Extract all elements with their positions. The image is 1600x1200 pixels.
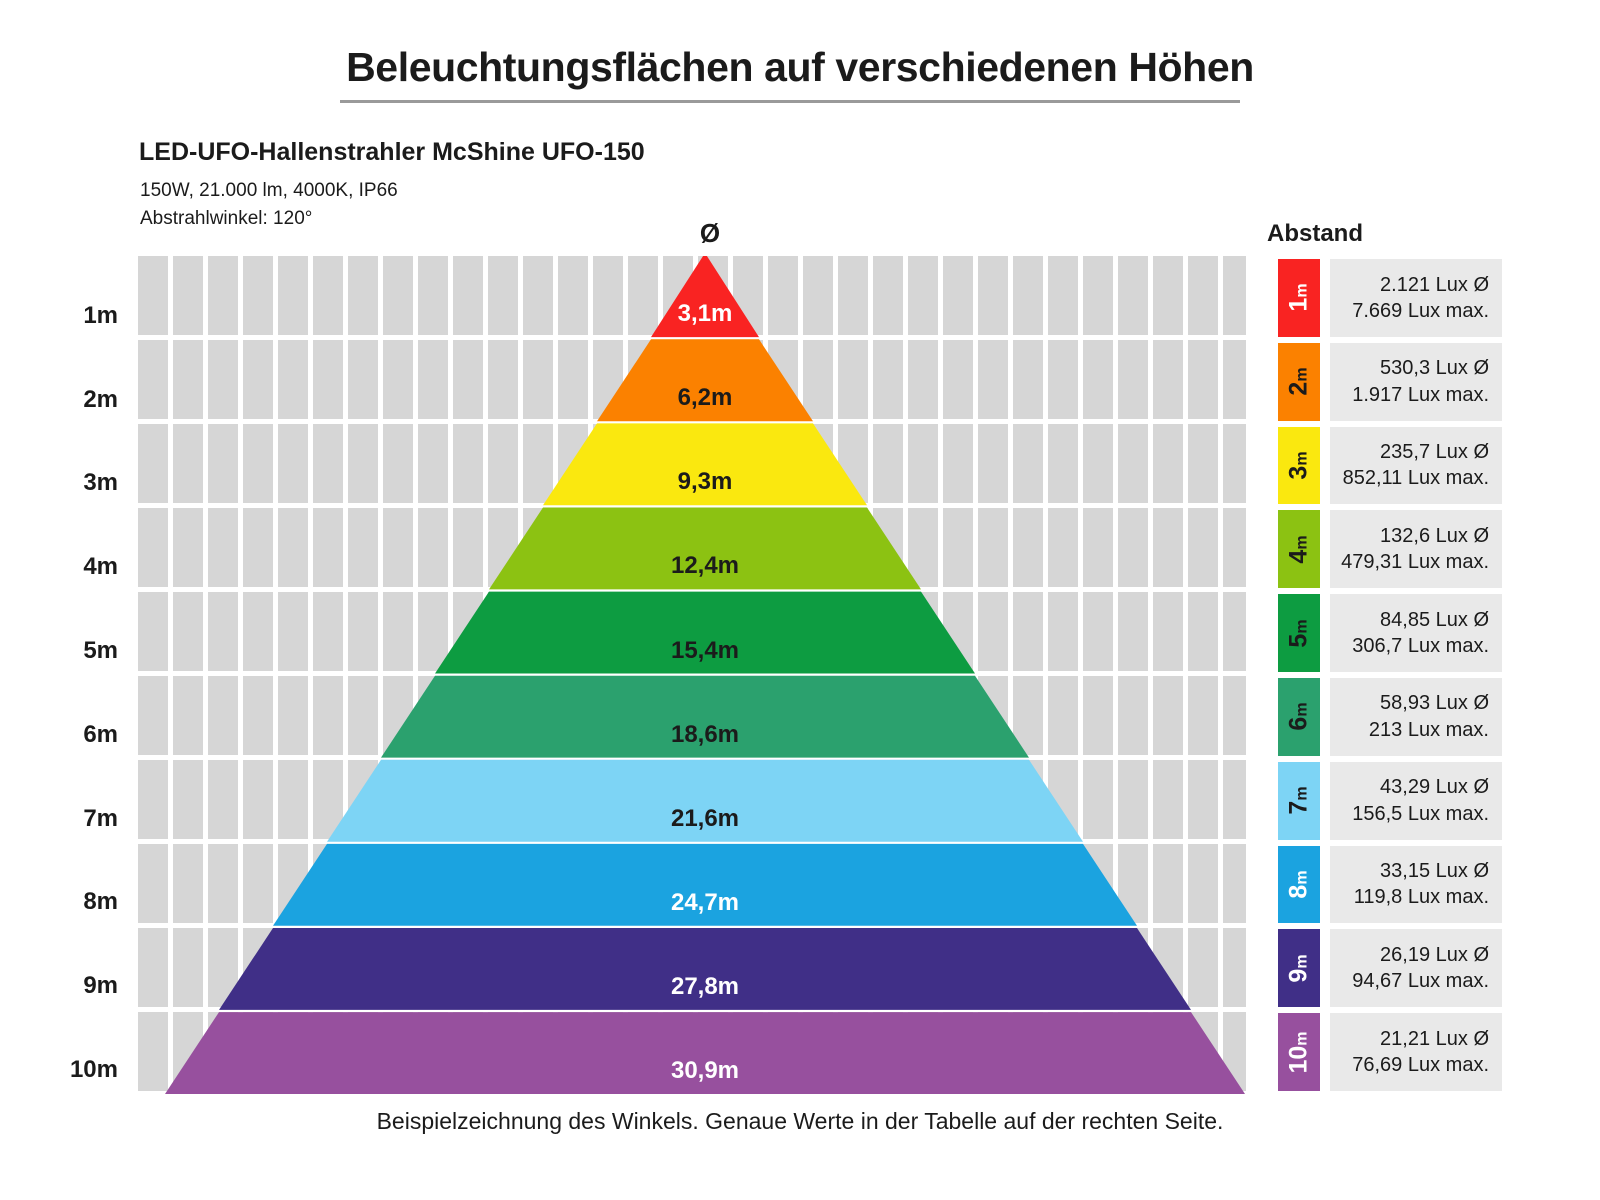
lux-values-cell: 235,7 Lux Ø 852,11 Lux max. xyxy=(1330,426,1502,505)
cone-band-9m xyxy=(219,928,1191,1010)
distance-swatch-label: 5m xyxy=(1284,619,1313,648)
column-header-diameter: Ø xyxy=(699,218,721,248)
distance-swatch-5m: 5m xyxy=(1278,594,1320,672)
lux-values-cell: 58,93 Lux Ø 213 Lux max. xyxy=(1330,677,1502,756)
lux-values-cell: 33,15 Lux Ø 119,8 Lux max. xyxy=(1330,845,1502,924)
table-row: 10m 21,21 Lux Ø 76,69 Lux max. xyxy=(1278,1010,1502,1094)
distance-swatch-label: 1m xyxy=(1284,283,1313,312)
lux-max-value: 306,7 Lux max. xyxy=(1352,635,1489,658)
lux-max-value: 156,5 Lux max. xyxy=(1352,802,1489,825)
lux-average-value: 132,6 Lux Ø xyxy=(1380,524,1489,547)
lux-values-cell: 2.121 Lux Ø 7.669 Lux max. xyxy=(1330,259,1502,337)
lux-average-value: 33,15 Lux Ø xyxy=(1380,860,1489,883)
lux-average-value: 43,29 Lux Ø xyxy=(1380,776,1489,799)
lux-max-value: 94,67 Lux max. xyxy=(1352,970,1489,993)
product-spec-beam-angle: Abstrahlwinkel: 120° xyxy=(140,208,313,229)
lux-max-value: 213 Lux max. xyxy=(1368,718,1489,741)
distance-swatch-10m: 10m xyxy=(1278,1013,1320,1091)
column-header-distance: Abstand xyxy=(1267,220,1363,247)
product-name: LED-UFO-Hallenstrahler McShine UFO-150 xyxy=(139,138,645,166)
distance-swatch-6m: 6m xyxy=(1278,677,1320,756)
title-underline xyxy=(340,100,1240,103)
distance-swatch-4m: 4m xyxy=(1278,510,1320,589)
axis-label-7m: 7m xyxy=(83,804,118,832)
axis-label-9m: 9m xyxy=(83,972,118,1000)
table-row: 9m 26,19 Lux Ø 94,67 Lux max. xyxy=(1278,926,1502,1010)
axis-label-2m: 2m xyxy=(83,385,118,413)
distance-swatch-1m: 1m xyxy=(1278,259,1320,337)
table-row: 4m 132,6 Lux Ø 479,31 Lux max. xyxy=(1278,507,1502,591)
lux-max-value: 119,8 Lux max. xyxy=(1353,886,1489,909)
table-row: 1m 2.121 Lux Ø 7.669 Lux max. xyxy=(1278,256,1502,340)
lux-average-value: 2.121 Lux Ø xyxy=(1380,273,1489,296)
lux-max-value: 1.917 Lux max. xyxy=(1352,383,1489,406)
cone-band-5m xyxy=(435,591,975,674)
footer-note: Beispielzeichnung des Winkels. Genaue We… xyxy=(376,1108,1224,1134)
axis-label-10m: 10m xyxy=(69,1056,118,1083)
lux-average-value: 26,19 Lux Ø xyxy=(1380,943,1489,966)
lux-values-cell: 84,85 Lux Ø 306,7 Lux max. xyxy=(1330,594,1502,672)
distance-swatch-9m: 9m xyxy=(1278,929,1320,1008)
cone-band-10m xyxy=(165,1012,1245,1094)
table-row: 2m 530,3 Lux Ø 1.917 Lux max. xyxy=(1278,340,1502,424)
distance-swatch-label: 6m xyxy=(1284,702,1313,731)
table-row: 3m 235,7 Lux Ø 852,11 Lux max. xyxy=(1278,424,1502,508)
lux-values-cell: 21,21 Lux Ø 76,69 Lux max. xyxy=(1330,1013,1502,1091)
distance-lux-table: 1m 2.121 Lux Ø 7.669 Lux max. 2m 530,3 Lux Ø… xyxy=(1278,256,1502,1094)
cone-band-6m xyxy=(381,675,1029,758)
distance-swatch-label: 9m xyxy=(1284,954,1313,983)
table-row: 5m 84,85 Lux Ø 306,7 Lux max. xyxy=(1278,591,1502,675)
table-row: 6m 58,93 Lux Ø 213 Lux max. xyxy=(1278,675,1502,759)
cone-band-2m xyxy=(597,339,813,422)
lux-max-value: 852,11 Lux max. xyxy=(1342,467,1489,490)
distance-swatch-label: 4m xyxy=(1284,535,1313,564)
axis-label-6m: 6m xyxy=(83,720,118,748)
lux-max-value: 7.669 Lux max. xyxy=(1352,299,1489,322)
lux-values-cell: 26,19 Lux Ø 94,67 Lux max. xyxy=(1330,929,1502,1008)
distance-swatch-label: 7m xyxy=(1284,786,1313,815)
table-row: 8m 33,15 Lux Ø 119,8 Lux max. xyxy=(1278,843,1502,927)
axis-label-3m: 3m xyxy=(83,469,118,497)
product-spec-electrical: 150W, 21.000 lm, 4000K, IP66 xyxy=(140,180,398,201)
distance-swatch-label: 8m xyxy=(1284,870,1313,899)
page-title: Beleuchtungsflächen auf verschiedenen Hö… xyxy=(346,44,1254,90)
lux-max-value: 76,69 Lux max. xyxy=(1352,1054,1489,1077)
lux-average-value: 235,7 Lux Ø xyxy=(1380,441,1489,464)
cone-band-1m xyxy=(651,256,759,338)
cone-band-8m xyxy=(273,843,1137,926)
lux-values-cell: 132,6 Lux Ø 479,31 Lux max. xyxy=(1330,510,1502,589)
axis-label-5m: 5m xyxy=(83,637,118,664)
axis-label-1m: 1m xyxy=(83,301,118,329)
lux-average-value: 21,21 Lux Ø xyxy=(1380,1027,1489,1050)
lux-values-cell: 43,29 Lux Ø 156,5 Lux max. xyxy=(1330,761,1502,840)
distance-swatch-label: 2m xyxy=(1284,367,1313,396)
lux-max-value: 479,31 Lux max. xyxy=(1341,551,1489,574)
distance-swatch-8m: 8m xyxy=(1278,845,1320,924)
cone-band-7m xyxy=(327,759,1083,842)
distance-swatch-label: 10m xyxy=(1284,1031,1313,1074)
lux-values-cell: 530,3 Lux Ø 1.917 Lux max. xyxy=(1330,342,1502,421)
cone-band-4m xyxy=(489,507,921,590)
axis-label-4m: 4m xyxy=(83,553,118,581)
axis-label-8m: 8m xyxy=(83,888,118,916)
lux-average-value: 530,3 Lux Ø xyxy=(1380,357,1489,380)
distance-swatch-label: 3m xyxy=(1284,451,1313,480)
light-cone-diagram xyxy=(165,256,1245,1094)
lux-average-value: 58,93 Lux Ø xyxy=(1380,692,1489,715)
distance-swatch-3m: 3m xyxy=(1278,426,1320,505)
distance-swatch-2m: 2m xyxy=(1278,342,1320,421)
distance-swatch-7m: 7m xyxy=(1278,761,1320,840)
lux-average-value: 84,85 Lux Ø xyxy=(1380,608,1489,631)
table-row: 7m 43,29 Lux Ø 156,5 Lux max. xyxy=(1278,759,1502,843)
cone-band-3m xyxy=(543,423,867,506)
light-cone-chart xyxy=(138,256,1246,1094)
